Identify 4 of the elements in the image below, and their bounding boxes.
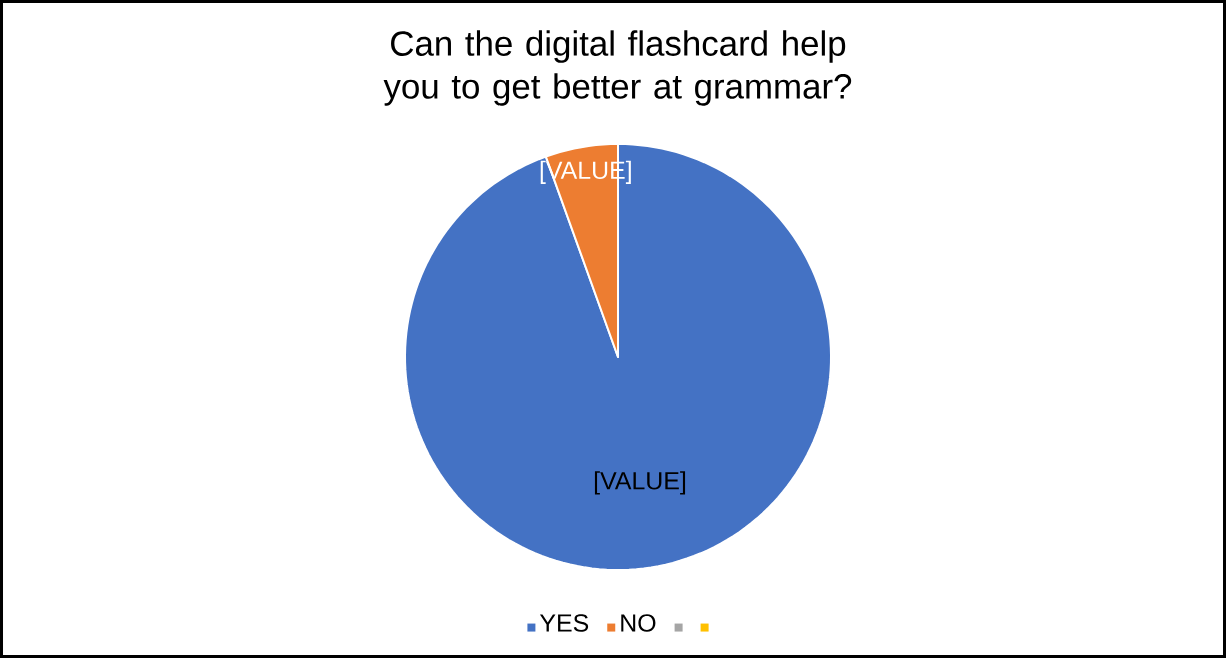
data-label: [VALUE] — [594, 471, 686, 495]
chart-title: Can the digital flashcard help you to get better at grammar? — [383, 30, 852, 106]
legend-label: YES — [539, 614, 589, 632]
legend-label: NO — [621, 614, 656, 632]
